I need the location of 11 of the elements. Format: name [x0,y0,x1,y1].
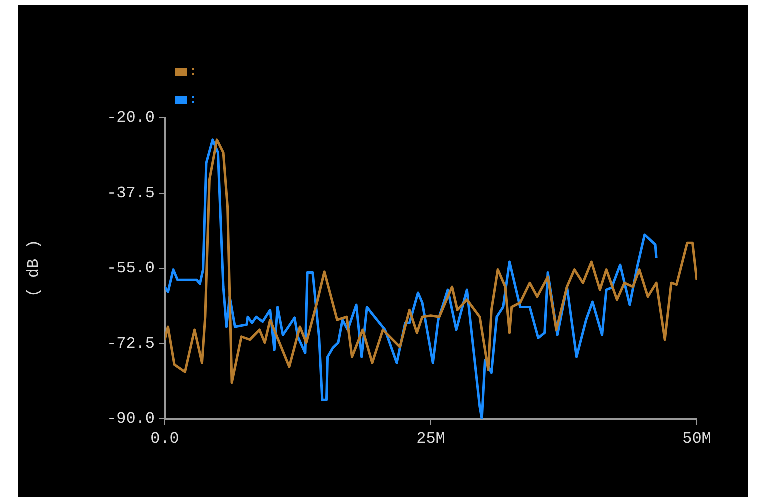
y-tick-label: -90.0 [106,410,155,428]
y-axis-title: ( dB ) [24,240,43,298]
x-tick-label: 0.0 [150,430,180,448]
x-tick-label: 25M [416,430,446,448]
x-tick-label: 50M [682,430,712,448]
y-tick-label: -72.5 [106,334,155,353]
legend-label: : [189,64,198,81]
y-tick-label: -55.0 [106,260,155,278]
legend-label: : [189,92,198,109]
y-tick-label: -20.0 [106,109,155,128]
y-tick-label: -37.5 [106,184,155,202]
